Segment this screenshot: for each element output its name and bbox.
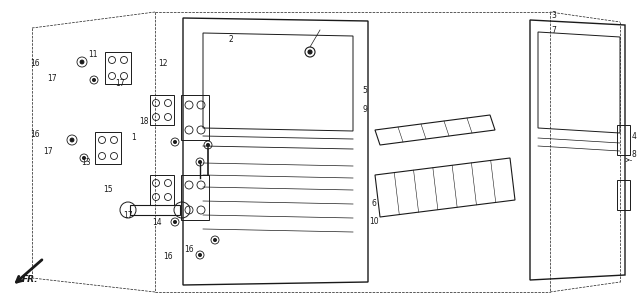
Circle shape	[198, 160, 202, 164]
Text: 16: 16	[30, 130, 40, 139]
Text: 16: 16	[30, 59, 40, 68]
Text: 17: 17	[123, 211, 133, 220]
Text: 17: 17	[115, 79, 125, 88]
Text: 1: 1	[131, 133, 136, 142]
Circle shape	[70, 138, 74, 142]
Text: 5: 5	[362, 86, 367, 95]
Circle shape	[173, 140, 177, 144]
Circle shape	[206, 143, 210, 147]
Text: 10: 10	[369, 217, 380, 226]
Text: 12: 12	[159, 59, 168, 68]
Text: 16: 16	[163, 251, 173, 261]
Text: FR.: FR.	[22, 275, 38, 285]
Text: 3: 3	[551, 11, 556, 20]
Circle shape	[80, 60, 84, 64]
Circle shape	[92, 78, 95, 82]
Text: 8: 8	[631, 150, 636, 159]
Text: 11: 11	[88, 50, 97, 59]
Text: 15: 15	[102, 185, 113, 194]
Text: 14: 14	[152, 218, 162, 227]
Text: 7: 7	[551, 26, 556, 35]
Text: 6: 6	[372, 198, 377, 208]
Text: 9: 9	[362, 105, 367, 114]
Circle shape	[173, 220, 177, 224]
Circle shape	[83, 156, 86, 160]
Circle shape	[198, 253, 202, 257]
Text: 4: 4	[631, 132, 636, 141]
Circle shape	[213, 238, 216, 241]
Text: 17: 17	[47, 74, 58, 83]
Text: 16: 16	[184, 245, 194, 255]
Text: 17: 17	[43, 147, 53, 156]
Text: 13: 13	[81, 158, 92, 167]
Text: 18: 18	[140, 117, 148, 126]
Text: 2: 2	[228, 35, 233, 44]
Circle shape	[308, 50, 312, 54]
